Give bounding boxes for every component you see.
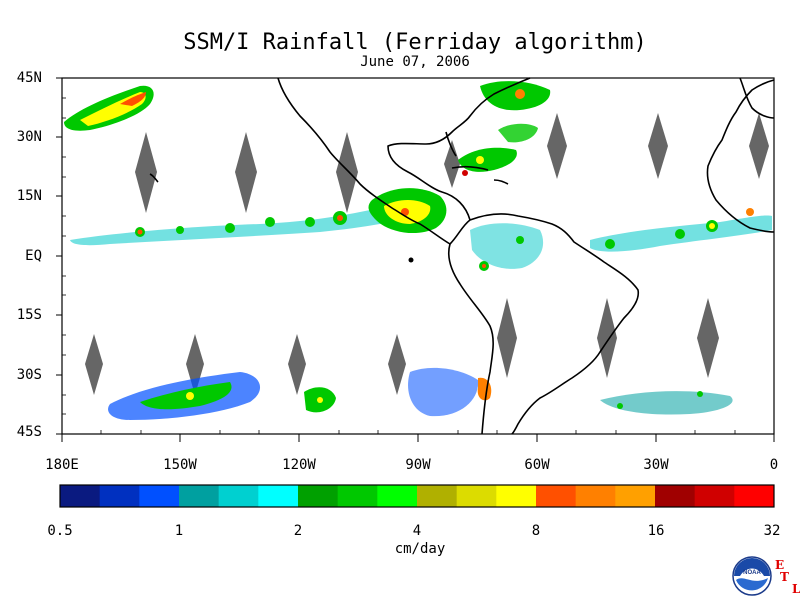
colorbar-swatch: [258, 485, 299, 507]
lon-label-90w: 90W: [405, 457, 431, 473]
colorbar-label-2: 2: [293, 523, 303, 539]
lat-label-45s: 45S: [16, 424, 42, 440]
etl-letter-t: T: [780, 570, 789, 584]
coastlines: [149, 77, 775, 435]
colorbar-swatch: [179, 485, 220, 507]
colorbar-swatch: [655, 485, 696, 507]
lon-label-0: 0: [769, 457, 779, 473]
colorbar-swatch: [337, 485, 378, 507]
colorbar-frame: [59, 484, 775, 508]
lat-label-45n: 45N: [16, 70, 42, 86]
colorbar-swatch: [60, 485, 101, 507]
minor-ticks: [62, 97, 736, 434]
map-date: June 07, 2006: [360, 54, 470, 70]
colorbar-swatch: [377, 485, 418, 507]
colorbar: [60, 485, 775, 507]
colorbar-label-32: 32: [763, 523, 781, 539]
colorbar-label-1: 1: [174, 523, 184, 539]
rainfall-fields: [64, 81, 772, 420]
etl-letter-l: L: [792, 582, 800, 596]
colorbar-swatch: [417, 485, 458, 507]
etl-letter-e: E: [775, 558, 785, 572]
lon-label-150w: 150W: [163, 457, 197, 473]
colorbar-swatch: [99, 485, 140, 507]
colorbar-swatch: [298, 485, 339, 507]
colorbar-swatch: [218, 485, 259, 507]
axis-ticks: [56, 77, 775, 442]
map-title: SSM/I Rainfall (Ferriday algorithm): [183, 30, 647, 55]
colorbar-swatch: [536, 485, 577, 507]
noaa-logo-text: NOAA: [743, 570, 761, 576]
lat-label-15s: 15S: [16, 307, 42, 323]
galapagos-island: [408, 257, 414, 263]
colorbar-swatch: [496, 485, 537, 507]
lat-label-30n: 30N: [16, 129, 42, 145]
no-data-swath-gaps: [85, 113, 769, 395]
lon-label-60w: 60W: [524, 457, 550, 473]
colorbar-units: cm/day: [394, 541, 446, 557]
lat-label-30s: 30S: [16, 367, 42, 383]
colorbar-swatch: [615, 485, 656, 507]
colorbar-swatch: [575, 485, 616, 507]
colorbar-swatch: [694, 485, 735, 507]
lon-label-30w: 30W: [643, 457, 669, 473]
colorbar-label-0-5: 0.5: [47, 523, 73, 539]
colorbar-label-8: 8: [531, 523, 541, 539]
colorbar-swatch: [734, 485, 775, 507]
lon-label-180e: 180E: [45, 457, 79, 473]
colorbar-label-16: 16: [647, 523, 665, 539]
lon-label-120w: 120W: [282, 457, 316, 473]
lat-label-eq: EQ: [25, 248, 42, 264]
lat-label-15n: 15N: [16, 188, 42, 204]
colorbar-label-4: 4: [412, 523, 422, 539]
colorbar-swatch: [139, 485, 180, 507]
noaa-logo-icon: NOAA: [732, 556, 772, 596]
colorbar-swatch: [456, 485, 497, 507]
